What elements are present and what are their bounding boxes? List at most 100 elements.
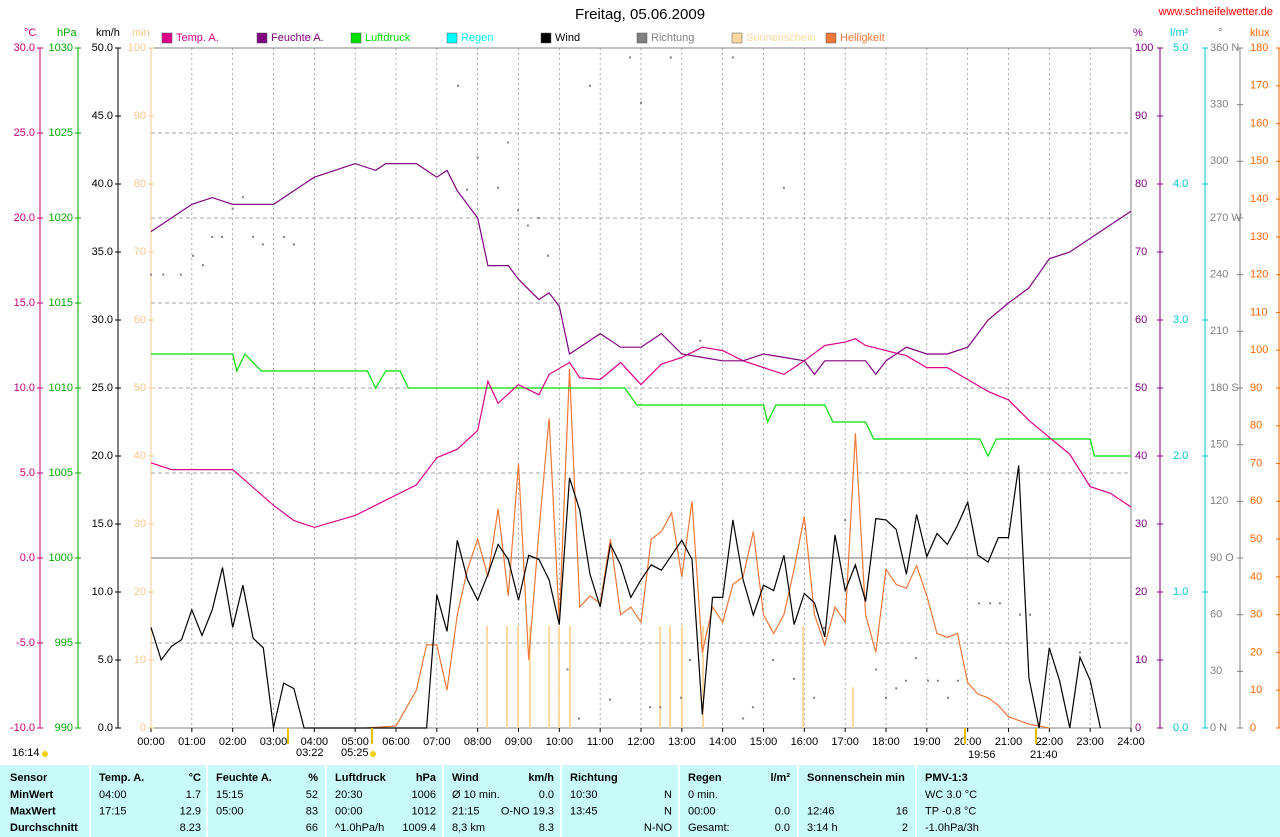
x-tick-label: 08:00 xyxy=(464,736,492,748)
y-tick-label: 50 xyxy=(1250,533,1262,545)
direction-dot xyxy=(476,156,479,159)
astro-label: 03:22 xyxy=(296,747,324,759)
table-cell: 1006 xyxy=(412,789,436,801)
direction-dot xyxy=(751,706,754,709)
table-cell: 8,3 km xyxy=(452,822,485,834)
direction-dot xyxy=(782,186,785,189)
direction-dot xyxy=(947,696,950,699)
direction-dot xyxy=(221,235,224,238)
y-tick-label: 90 xyxy=(1135,110,1147,122)
direction-dot xyxy=(526,224,529,227)
y-tick-label: 5.0 xyxy=(20,467,35,479)
table-cell: 12:46 xyxy=(807,805,835,817)
y-tick-label: 90 O xyxy=(1210,552,1234,564)
y-tick-label: 150 xyxy=(1250,155,1268,167)
y-tick-label: -10.0 xyxy=(10,722,35,734)
y-tick-label: 70 xyxy=(1135,246,1147,258)
y-tick-label: 995 xyxy=(55,637,73,649)
y-tick-label: 80 xyxy=(1135,178,1147,190)
legend-swatch xyxy=(256,32,268,44)
direction-dot xyxy=(905,679,908,682)
legend-swatch xyxy=(636,32,648,44)
legend-label: Luftdruck xyxy=(365,32,411,44)
sun-icon xyxy=(370,751,376,757)
y-tick-label: 40 xyxy=(1135,450,1147,462)
y-tick-label: 0 N xyxy=(1210,722,1227,734)
astro-label: 19:56 xyxy=(968,749,996,761)
x-tick-label: 10:00 xyxy=(546,736,574,748)
table-cell: Feuchte A. xyxy=(216,772,272,784)
y-tick-label: 100 xyxy=(1250,344,1268,356)
y-tick-label: 1020 xyxy=(49,212,73,224)
table-cell: Temp. A. xyxy=(99,772,144,784)
table-cell: Richtung xyxy=(570,772,618,784)
y-tick-label: 20 xyxy=(1135,586,1147,598)
y-axis-title: l/m² xyxy=(1170,27,1189,39)
direction-dot xyxy=(546,254,549,257)
direction-dot xyxy=(914,657,917,660)
table-cell: -1.0hPa/3h xyxy=(925,822,979,834)
direction-dot xyxy=(537,217,540,219)
y-tick-label: 30.0 xyxy=(92,314,113,326)
y-tick-label: 60 xyxy=(1210,609,1222,621)
table-cell: N xyxy=(664,789,672,801)
legend-swatch xyxy=(540,32,552,44)
direction-dot xyxy=(150,273,152,276)
table-cell: l/m² xyxy=(770,772,790,784)
y-tick-label: 30 xyxy=(1135,518,1147,530)
y-tick-label: 120 xyxy=(1250,269,1268,281)
y-tick-label: 0.0 xyxy=(1173,722,1188,734)
series-line xyxy=(150,465,1101,729)
y-tick-label: 180 xyxy=(1250,42,1268,54)
x-tick-label: 06:00 xyxy=(382,736,410,748)
astro-label: 05:25 xyxy=(341,747,369,759)
table-cell: O-NO 19.3 xyxy=(501,805,554,817)
y-tick-label: 170 xyxy=(1250,80,1268,92)
direction-dot xyxy=(211,235,214,238)
x-tick-label: 20:00 xyxy=(954,736,982,748)
y-tick-label: 240 xyxy=(1210,269,1228,281)
y-tick-label: 10 xyxy=(1250,684,1262,696)
table-cell: km/h xyxy=(528,772,554,784)
direction-dot xyxy=(201,264,204,267)
table-cell: 05:00 xyxy=(216,805,244,817)
y-tick-label: 1010 xyxy=(49,382,73,394)
row-label: MinWert xyxy=(10,789,54,801)
x-tick-label: 04:00 xyxy=(301,736,329,748)
y-tick-label: 60 xyxy=(134,314,146,326)
direction-dot xyxy=(497,186,500,189)
direction-dot xyxy=(998,602,1001,605)
y-tick-label: 25.0 xyxy=(14,127,35,139)
x-tick-label: 03:00 xyxy=(260,736,288,748)
direction-dot xyxy=(577,717,580,720)
y-axis-title: min xyxy=(132,27,150,39)
x-tick-label: 09:00 xyxy=(505,736,533,748)
direction-dot xyxy=(506,141,509,144)
direction-dot xyxy=(588,84,591,87)
y-tick-label: -5.0 xyxy=(16,637,35,649)
y-tick-label: 35.0 xyxy=(92,246,113,258)
table-cell: N-NO xyxy=(644,822,673,834)
direction-dot xyxy=(699,339,702,342)
direction-dot xyxy=(1078,651,1081,654)
y-tick-label: 10.0 xyxy=(92,586,113,598)
x-tick-label: 15:00 xyxy=(750,736,778,748)
y-tick-label: 80 xyxy=(134,178,146,190)
x-tick-label: 13:00 xyxy=(668,736,696,748)
y-tick-label: 10 xyxy=(134,654,146,666)
y-axis-title: % xyxy=(1133,27,1143,39)
table-cell: 16 xyxy=(896,805,908,817)
direction-dot xyxy=(885,696,887,699)
legend-swatch xyxy=(161,32,173,44)
y-tick-label: 5.0 xyxy=(98,654,113,666)
x-tick-label: 02:00 xyxy=(219,736,247,748)
table-cell: 17:15 xyxy=(99,805,127,817)
source-link[interactable]: www.schneifelwetter.de xyxy=(1158,6,1273,18)
y-tick-label: 50 xyxy=(1135,382,1147,394)
row-label: MaxWert xyxy=(10,805,56,817)
direction-dot xyxy=(793,677,796,680)
x-tick-label: 23:00 xyxy=(1076,736,1104,748)
y-tick-label: 90 xyxy=(134,110,146,122)
y-tick-label: 1000 xyxy=(49,552,73,564)
y-axis-title: ° xyxy=(1218,27,1222,39)
